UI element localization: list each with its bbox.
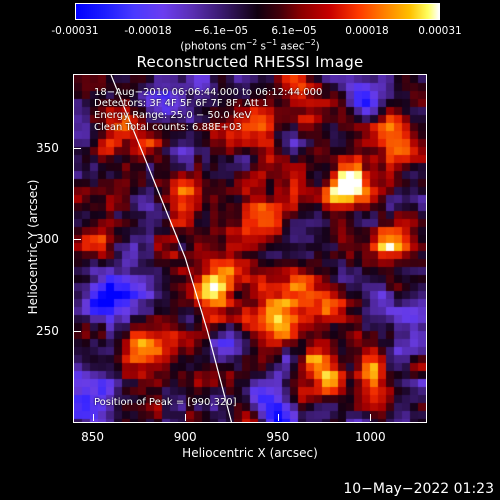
solar-limb-line [110, 75, 233, 422]
x-tick-label: 1000 [355, 430, 386, 444]
x-tick-mark [185, 414, 187, 421]
y-tick-mark [74, 330, 81, 332]
colorbar [75, 3, 440, 20]
annotation-method: Clean Total counts: 6.88E+03 [94, 122, 242, 133]
colorbar-tick: 0.00031 [418, 25, 462, 37]
footer-date: 10−May−2022 01:23 [343, 481, 494, 497]
colorbar-tick: 0.00018 [345, 25, 389, 37]
plot-overlay [110, 75, 233, 422]
x-tick-mark [277, 414, 279, 421]
colorbar-tick: -0.00031 [51, 25, 99, 37]
x-tick-label: 900 [173, 430, 197, 444]
annotation-detectors: Detectors: 3F 4F 5F 6F 7F 8F, Att 1 [94, 98, 269, 109]
colorbar-tick: -0.00018 [124, 25, 172, 37]
x-tick-mark [370, 414, 372, 421]
x-tick-label: 950 [266, 430, 290, 444]
y-tick-mark [74, 239, 81, 241]
y-tick-label: 300 [36, 232, 59, 247]
x-axis-label: Heliocentric X (arcsec) [182, 446, 318, 460]
annotation-energy: Energy Range: 25.0 − 50.0 keV [94, 110, 252, 121]
plot-area [73, 74, 427, 423]
y-tick-label: 350 [36, 141, 59, 156]
chart-title: Reconstructed RHESSI Image [136, 53, 364, 71]
x-tick-label: 850 [81, 430, 104, 444]
annotation-peak: Position of Peak = [990,320] [94, 397, 237, 408]
x-tick-mark [92, 414, 94, 421]
colorbar-tick: 6.1e−05 [271, 25, 317, 37]
heatmap-image [74, 75, 426, 422]
y-tick-label: 250 [36, 323, 59, 338]
y-axis-label: Heliocentric Y (arcsec) [26, 179, 40, 315]
colorbar-unit: (photons cm−2 s−1 asec−2) [180, 38, 320, 53]
annotation-time-range: 18−Aug−2010 06:06:44.000 to 06:12:44.000 [94, 87, 323, 98]
y-tick-mark [74, 148, 81, 150]
colorbar-tick: −6.1e−05 [193, 25, 249, 37]
